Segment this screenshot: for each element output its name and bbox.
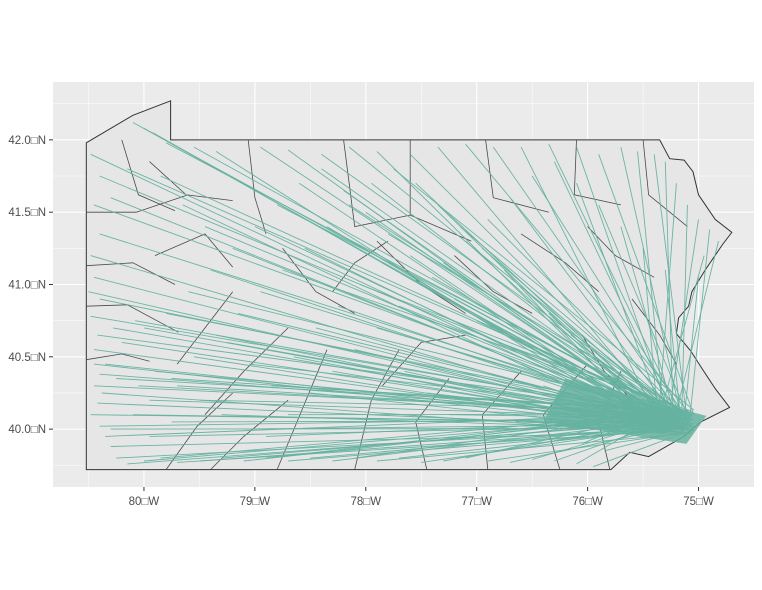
x-tick-label: 75□W (683, 496, 714, 508)
flow-line (620, 226, 674, 411)
county-boundary (86, 353, 150, 362)
flow-line (487, 219, 687, 418)
flow-line (93, 204, 677, 418)
flow-line (659, 255, 705, 413)
flow-line (548, 144, 687, 426)
flow-line (465, 240, 664, 423)
county-boundary (210, 399, 289, 470)
flow-line (598, 204, 689, 416)
y-tick-label: 41.5□N (8, 207, 46, 219)
flow-line (682, 277, 699, 433)
county-boundary (86, 262, 176, 285)
flow-line (666, 219, 699, 429)
county-boundary (282, 248, 355, 314)
county-boundary (154, 233, 234, 268)
county-boundary (86, 194, 189, 213)
flow-line (664, 269, 682, 425)
county-boundary (409, 139, 472, 242)
migration-flow-lines (88, 122, 719, 468)
flow-line (658, 183, 677, 415)
flow-line (348, 146, 677, 414)
county-boundary (121, 139, 176, 212)
flow-line (482, 247, 674, 415)
flow-line (160, 175, 677, 412)
y-tick-label: 40.5□N (8, 352, 46, 364)
flow-line (688, 229, 711, 424)
flow-line (360, 284, 695, 415)
y-tick-label: 41.0□N (8, 280, 46, 292)
x-tick-label: 77□W (461, 496, 492, 508)
county-boundary (382, 334, 466, 387)
x-axis-ticks: 80□W 79□W 78□W 77□W 76□W 75□W (129, 487, 714, 508)
flow-line (288, 429, 671, 462)
county-boundary (485, 139, 549, 213)
flow-line (348, 204, 687, 421)
flow-line (653, 154, 689, 425)
flow-line (680, 204, 688, 434)
x-tick-label: 79□W (240, 496, 271, 508)
county-boundary (343, 139, 411, 228)
flow-line (576, 183, 666, 421)
county-boundary (573, 139, 621, 206)
flow-line (437, 146, 671, 423)
county-boundary (642, 139, 688, 227)
x-tick-label: 78□W (350, 496, 381, 508)
y-tick-label: 40.0□N (8, 424, 46, 436)
flow-line (509, 197, 672, 412)
flow-line (674, 240, 719, 419)
x-tick-label: 76□W (572, 496, 603, 508)
flow-line (492, 146, 679, 412)
x-tick-label: 80□W (129, 496, 160, 508)
county-boundary (454, 255, 533, 314)
county-boundary (247, 139, 267, 235)
flow-line (376, 433, 687, 462)
flow-line (459, 226, 688, 420)
y-tick-label: 42.0□N (8, 135, 46, 147)
flow-convergence-band (543, 378, 707, 444)
flow-line (387, 233, 687, 414)
flow-line (376, 151, 663, 433)
y-axis-ticks: 40.0□N 40.5□N 41.0□N 41.5□N 42.0□N (8, 135, 53, 436)
flow-line (365, 211, 664, 419)
flow-line (664, 161, 674, 420)
